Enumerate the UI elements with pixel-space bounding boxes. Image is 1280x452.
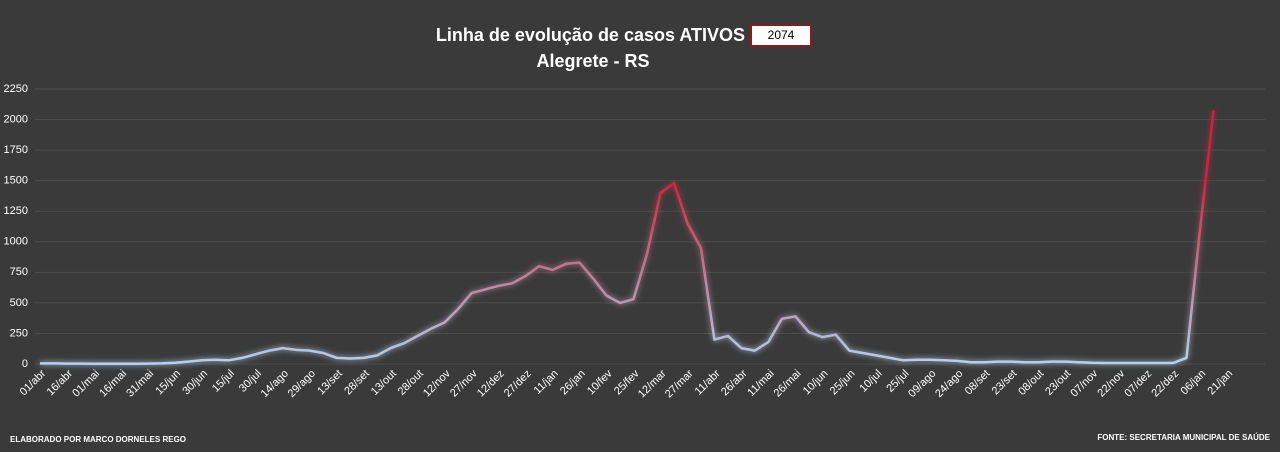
y-tick-label: 2250 [4, 83, 28, 95]
y-tick-label: 2000 [4, 113, 28, 125]
chart-subtitle: Alegrete - RS [536, 51, 649, 71]
credit: ELABORADO POR MARCO DORNELES REGO [10, 435, 186, 444]
y-tick-label: 250 [10, 327, 28, 339]
chart-title: Linha de evolução de casos ATIVOS [436, 25, 745, 45]
y-tick-label: 750 [10, 266, 28, 278]
current-value: 2074 [768, 28, 795, 42]
y-tick-label: 1500 [4, 175, 28, 187]
y-tick-label: 0 [22, 358, 28, 370]
value-box [750, 24, 812, 47]
y-tick-label: 500 [10, 297, 28, 309]
data-line [40, 110, 1215, 366]
y-tick-label: 1000 [4, 236, 28, 248]
y-tick-label: 1250 [4, 205, 28, 217]
y-tick-label: 1750 [4, 144, 28, 156]
source: FONTE: SECRETARIA MUNICIPAL DE SAÚDE [1097, 433, 1270, 442]
